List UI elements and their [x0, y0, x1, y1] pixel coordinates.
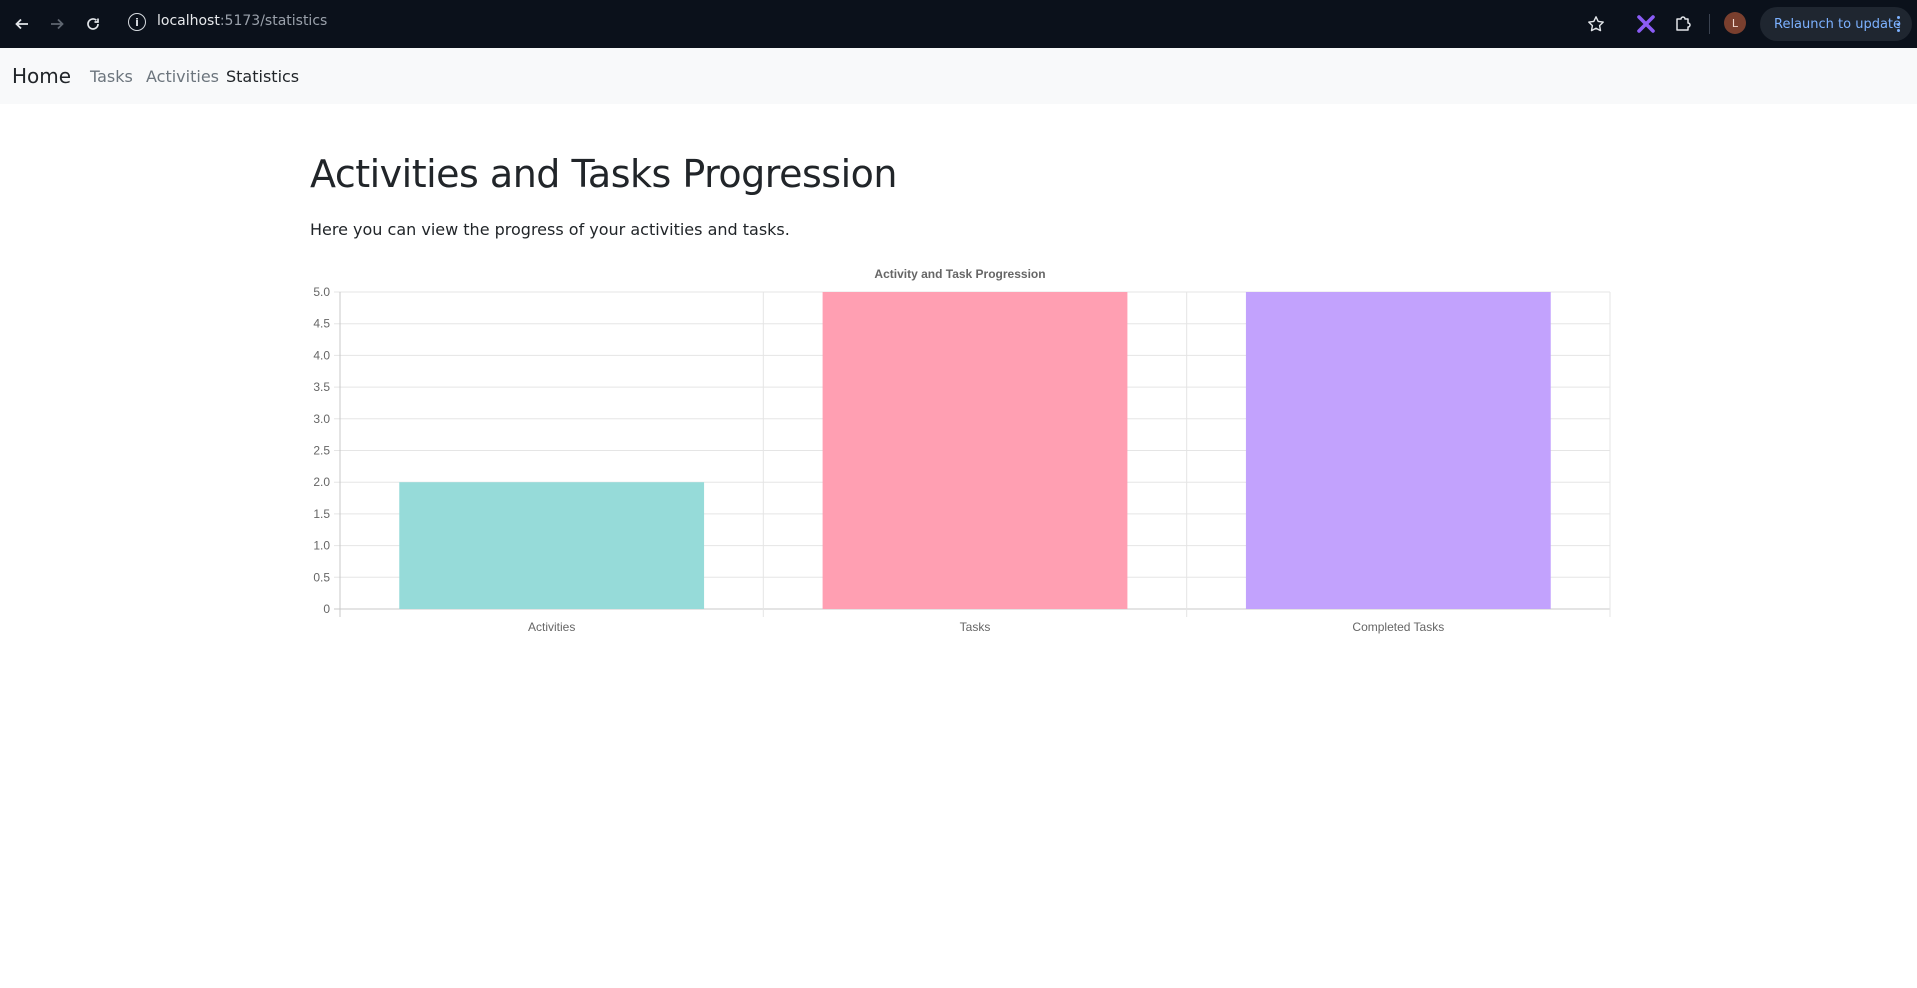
chart-labels: 0 0.5 1.0 1.5 2.0 2.5 3.0 3.5 4.0 4.5 5.0 Activitie… — [313, 285, 1444, 634]
nav-link-statistics[interactable]: Statistics — [226, 67, 300, 86]
y-tick-label: 0 — [323, 602, 330, 616]
bar-activities[interactable] — [399, 482, 705, 609]
site-info-icon[interactable]: i — [128, 13, 146, 31]
y-tick-label: 2.0 — [313, 475, 330, 489]
relaunch-button[interactable]: Relaunch to update — [1760, 7, 1912, 41]
chart-bars — [399, 292, 1551, 609]
y-tick-label: 4.5 — [313, 317, 330, 331]
x-tick-label: Tasks — [960, 620, 991, 634]
brand-home-link[interactable]: Home — [12, 64, 72, 88]
url-path: :5173/statistics — [219, 13, 328, 29]
browser-toolbar: i localhost:5173/statistics L Relaunch t… — [0, 0, 1917, 48]
extension-x-icon[interactable] — [1633, 11, 1659, 37]
y-tick-label: 3.5 — [313, 380, 330, 394]
chart-title: Activity and Task Progression — [874, 267, 1045, 281]
bar-completed-tasks[interactable] — [1245, 292, 1551, 609]
bar-chart-svg: Activity and Task Progression 0 0.5 1.0 1.5… — [313, 267, 1611, 634]
page-title: Activities and Tasks Progression — [310, 152, 897, 196]
avatar[interactable]: L — [1724, 12, 1746, 34]
menu-dots-icon[interactable] — [1896, 16, 1900, 32]
progression-chart: Activity and Task Progression 0 0.5 1.0 1.5… — [300, 262, 1620, 642]
toolbar-separator — [1709, 14, 1710, 34]
forward-arrow-icon[interactable] — [43, 10, 71, 38]
extensions-puzzle-icon[interactable] — [1670, 11, 1696, 37]
relaunch-label: Relaunch to update — [1774, 16, 1902, 32]
y-tick-label: 3.0 — [313, 412, 330, 426]
nav-link-tasks[interactable]: Tasks — [90, 67, 133, 86]
y-tick-label: 5.0 — [313, 285, 330, 299]
bar-tasks[interactable] — [822, 292, 1128, 609]
y-tick-label: 4.0 — [313, 348, 330, 362]
page-description: Here you can view the progress of your a… — [310, 220, 790, 239]
y-tick-label: 1.0 — [313, 539, 330, 553]
nav-link-activities[interactable]: Activities — [146, 67, 219, 86]
y-tick-label: 2.5 — [313, 444, 330, 458]
app-navbar: Home Tasks Activities Statistics — [0, 48, 1917, 104]
url-host: localhost — [157, 13, 220, 29]
reload-icon[interactable] — [79, 10, 107, 38]
x-tick-label: Activities — [528, 620, 575, 634]
back-arrow-icon[interactable] — [8, 10, 36, 38]
y-tick-label: 0.5 — [313, 570, 330, 584]
y-tick-label: 1.5 — [313, 507, 330, 521]
x-tick-label: Completed Tasks — [1352, 620, 1444, 634]
bookmark-star-icon[interactable] — [1583, 11, 1609, 37]
address-bar[interactable]: localhost:5173/statistics — [157, 13, 327, 29]
